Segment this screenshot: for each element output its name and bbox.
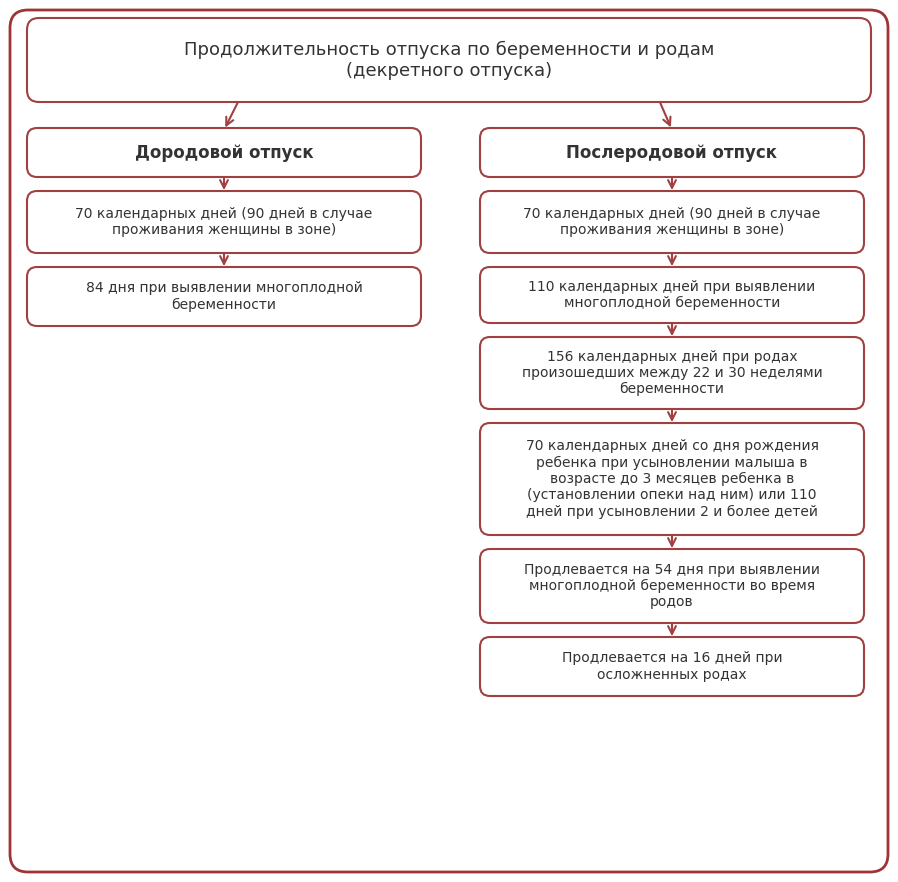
FancyBboxPatch shape — [27, 267, 421, 326]
Text: 70 календарных дней со дня рождения
ребенка при усыновлении малыша в
возрасте до: 70 календарных дней со дня рождения ребе… — [525, 439, 818, 519]
Text: 84 дня при выявлении многоплодной
беременности: 84 дня при выявлении многоплодной береме… — [85, 281, 363, 311]
Text: Продлевается на 54 дня при выявлении
многоплодной беременности во время
родов: Продлевается на 54 дня при выявлении мно… — [524, 563, 820, 609]
Text: 156 календарных дней при родах
произошедших между 22 и 30 неделями
беременности: 156 календарных дней при родах произошед… — [522, 350, 823, 396]
FancyBboxPatch shape — [480, 423, 864, 535]
FancyBboxPatch shape — [27, 191, 421, 253]
FancyBboxPatch shape — [480, 128, 864, 177]
FancyBboxPatch shape — [480, 191, 864, 253]
FancyBboxPatch shape — [10, 10, 888, 872]
Text: 70 календарных дней (90 дней в случае
проживания женщины в зоне): 70 календарных дней (90 дней в случае пр… — [75, 207, 373, 237]
FancyBboxPatch shape — [480, 337, 864, 409]
Text: 110 календарных дней при выявлении
многоплодной беременности: 110 календарных дней при выявлении много… — [528, 280, 815, 310]
Text: Дородовой отпуск: Дородовой отпуск — [135, 144, 313, 161]
FancyBboxPatch shape — [480, 267, 864, 323]
Text: Продолжительность отпуска по беременности и родам
(декретного отпуска): Продолжительность отпуска по беременност… — [184, 41, 714, 79]
Text: Продлевается на 16 дней при
осложненных родах: Продлевается на 16 дней при осложненных … — [561, 652, 782, 682]
FancyBboxPatch shape — [27, 128, 421, 177]
FancyBboxPatch shape — [480, 549, 864, 623]
Text: 70 календарных дней (90 дней в случае
проживания женщины в зоне): 70 календарных дней (90 дней в случае пр… — [524, 207, 821, 237]
Text: Послеродовой отпуск: Послеродовой отпуск — [567, 144, 778, 161]
FancyBboxPatch shape — [27, 18, 871, 102]
FancyBboxPatch shape — [480, 637, 864, 696]
